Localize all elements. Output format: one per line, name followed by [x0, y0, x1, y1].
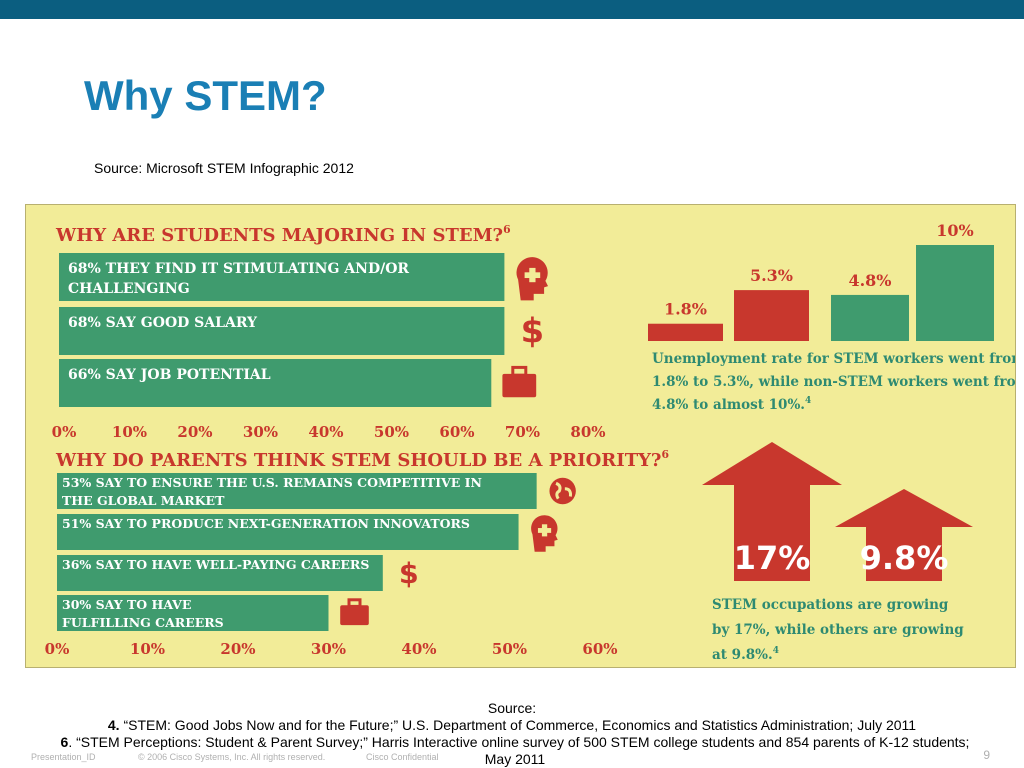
parents-bar [57, 514, 519, 550]
growth-arrow [702, 442, 842, 581]
parents-axis-tick: 60% [582, 640, 617, 658]
students-bar [59, 359, 492, 407]
unemployment-bar [831, 294, 909, 341]
unemployment-value-label: 5.3% [750, 266, 793, 285]
footer-source-label: Source: [487, 700, 537, 716]
unemployment-bar [916, 245, 994, 341]
presentation-id: Presentation_ID [31, 752, 96, 762]
parents-bar [57, 595, 329, 631]
head-puzzle-icon [531, 515, 558, 552]
growth-caption: STEM occupations are growing [712, 597, 949, 613]
footer-ref-6: 6. “STEM Perceptions: Student & Parent S… [60, 734, 970, 767]
confidential-label: Cisco Confidential [366, 752, 439, 762]
unemployment-caption: 1.8% to 5.3%, while non-STEM workers wen… [652, 374, 1015, 390]
growth-arrow [835, 489, 973, 581]
slide-title: Why STEM? [84, 72, 327, 119]
unemployment-value-label: 1.8% [664, 300, 707, 319]
footer-sources: Source: 4. “STEM: Good Jobs Now and for … [0, 700, 1024, 768]
parents-axis-tick: 10% [130, 640, 165, 658]
copyright: © 2006 Cisco Systems, Inc. All rights re… [138, 752, 326, 762]
growth-caption: by 17%, while others are growing [712, 622, 964, 638]
parents-bar-label: 53% SAY TO ENSURE THE U.S. REMAINS COMPE… [62, 475, 482, 490]
students-axis-tick: 0% [52, 423, 77, 441]
unemployment-caption: Unemployment rate for STEM workers went … [652, 351, 1015, 367]
parents-bar-label: 36% SAY TO HAVE WELL-PAYING CAREERS [62, 557, 369, 572]
footer-ref-4-text: “STEM: Good Jobs Now and for the Future;… [123, 717, 917, 733]
students-axis-tick: 70% [505, 423, 540, 441]
footer-ref-4-num: 4. [107, 717, 120, 733]
parents-axis-tick: 30% [311, 640, 346, 658]
parents-bar-label: FULFILLING CAREERS [62, 615, 224, 630]
students-axis-tick: 20% [177, 423, 212, 441]
parents-bar-label: 30% SAY TO HAVE [62, 597, 191, 612]
unemployment-value-label: 4.8% [848, 271, 891, 290]
students-bar-label: 66% SAY JOB POTENTIAL [68, 367, 271, 383]
parents-axis-tick: 40% [401, 640, 436, 658]
infographic-source: Source: Microsoft STEM Infographic 2012 [94, 160, 354, 176]
footer-ref-6-num: 6 [60, 734, 69, 750]
unemployment-bar [648, 323, 723, 341]
briefcase-icon [502, 365, 537, 398]
students-axis-tick: 40% [308, 423, 343, 441]
parents-bar [57, 473, 537, 509]
briefcase-icon [340, 598, 369, 626]
parents-bar-label: 51% SAY TO PRODUCE NEXT-GENERATION INNOV… [62, 516, 470, 531]
globe-icon [549, 477, 576, 505]
dollar-icon: $ [521, 312, 545, 351]
parents-bar-label: THE GLOBAL MARKET [62, 493, 225, 508]
students-axis-tick: 10% [112, 423, 147, 441]
students-axis-tick: 60% [439, 423, 474, 441]
dollar-icon: $ [399, 556, 419, 590]
parents-bar [57, 555, 383, 591]
students-bar [59, 307, 505, 355]
students-bar [59, 253, 505, 301]
students-bar-label: 68% THEY FIND IT STIMULATING AND/OR [68, 261, 409, 277]
unemployment-bar [734, 290, 809, 341]
top-banner [0, 0, 1024, 19]
footer-ref-4: 4. “STEM: Good Jobs Now and for the Futu… [0, 717, 1024, 734]
unemployment-value-label: 10% [936, 221, 973, 240]
students-axis-tick: 80% [570, 423, 605, 441]
growth-caption: at 9.8%.4 [712, 646, 779, 663]
students-axis-tick: 30% [243, 423, 278, 441]
students-chart-title: WHY ARE STUDENTS MAJORING IN STEM?6 [55, 223, 511, 246]
svg-text:$: $ [399, 556, 419, 590]
parents-axis-tick: 50% [492, 640, 527, 658]
unemployment-caption: 4.8% to almost 10%.4 [652, 396, 811, 413]
footer-ref-6-text: “STEM Perceptions: Student & Parent Surv… [76, 734, 970, 767]
parents-axis-tick: 20% [220, 640, 255, 658]
head-puzzle-icon [516, 257, 548, 301]
growth-value-label: 9.8% [860, 539, 949, 577]
parents-axis-tick: 0% [45, 640, 70, 658]
parents-chart-title: WHY DO PARENTS THINK STEM SHOULD BE A PR… [55, 448, 669, 471]
students-bar-label: 68% SAY GOOD SALARY [68, 315, 258, 331]
growth-value-label: 17% [734, 539, 811, 577]
students-bar-label: CHALLENGING [68, 281, 190, 297]
infographic-canvas: WHY ARE STUDENTS MAJORING IN STEM?6 68% T… [45, 221, 1015, 663]
students-axis-tick: 50% [374, 423, 409, 441]
page-number: 9 [983, 748, 990, 762]
svg-text:$: $ [521, 312, 545, 351]
stem-infographic: WHY ARE STUDENTS MAJORING IN STEM?6 68% T… [25, 204, 1016, 668]
